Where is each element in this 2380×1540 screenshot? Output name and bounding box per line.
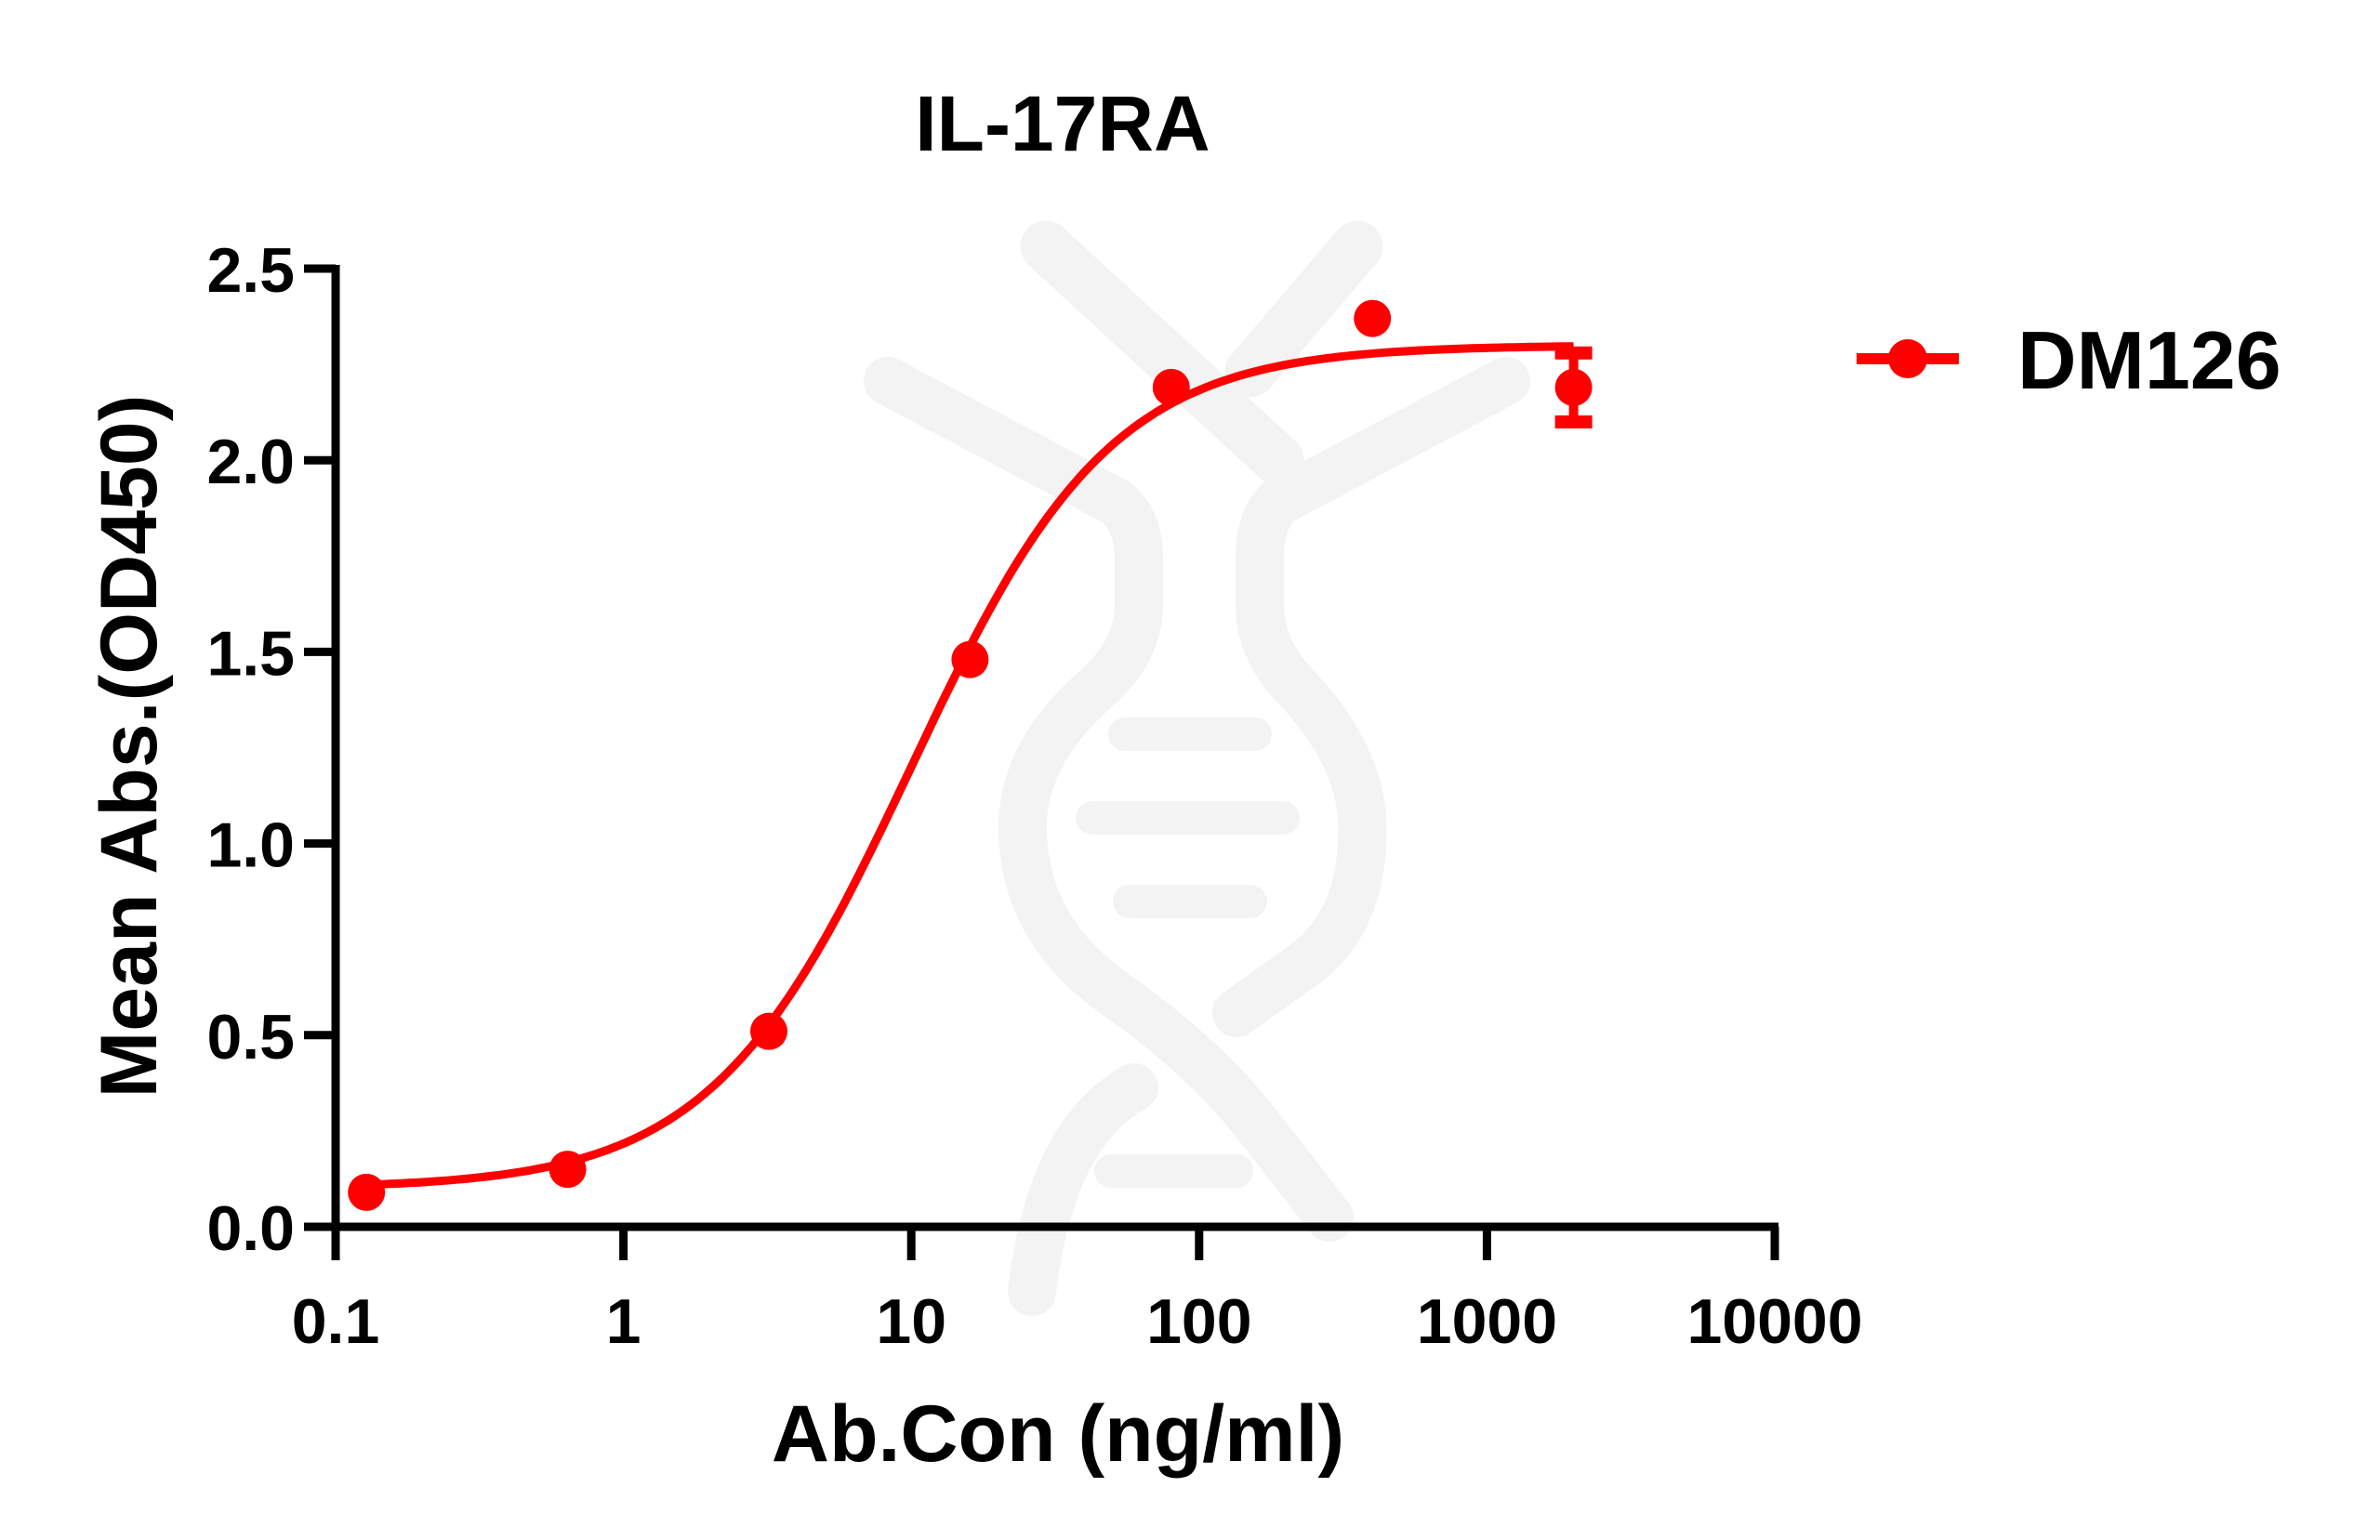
x-axis-title: Ab.Con (ng/ml): [772, 1389, 1344, 1479]
legend-label-dm126: DM126: [2017, 314, 2281, 406]
data-points: [348, 299, 1593, 1211]
data-point: [549, 1151, 587, 1189]
data-point: [749, 1012, 787, 1050]
fit-curve: [365, 342, 1574, 1190]
x-tick-label: 1000: [1417, 1286, 1557, 1357]
x-tick-label: 100: [1146, 1286, 1251, 1357]
legend: DM126: [1857, 314, 2281, 406]
y-tick-label: 0.0: [206, 1193, 295, 1264]
data-point: [951, 640, 989, 678]
data-point: [1152, 368, 1190, 406]
watermark-dna-icon: [864, 220, 1530, 1316]
y-tick-label: 1.5: [206, 618, 295, 689]
y-tick-label: 0.5: [206, 1002, 295, 1073]
y-axis-ticks: 0.0 0.5 1.0 1.5 2.0 2.5: [206, 235, 336, 1264]
data-point: [1354, 299, 1392, 337]
x-tick-label: 0.1: [292, 1286, 380, 1357]
x-tick-label: 10: [876, 1286, 946, 1357]
legend-circle-marker-icon: [1888, 339, 1927, 378]
x-tick-label: 1: [606, 1286, 641, 1357]
data-point: [1554, 368, 1593, 406]
y-axis-title: Mean Abs.(OD450): [85, 395, 174, 1099]
x-tick-label: 10000: [1686, 1286, 1862, 1357]
data-point: [348, 1173, 386, 1211]
chart-title: IL-17RA: [915, 80, 1210, 167]
fit-curve-line: [365, 342, 1574, 1190]
y-tick-label: 2.0: [206, 427, 295, 497]
y-tick-label: 1.0: [206, 810, 295, 881]
x-axis-ticks: 0.1 1 10 100 1000 10000: [292, 1227, 1863, 1357]
axes: 0.0 0.5 1.0 1.5 2.0 2.5 0.1 1 10 100 1000 10000: [206, 235, 1862, 1357]
y-tick-label: 2.5: [206, 235, 295, 306]
